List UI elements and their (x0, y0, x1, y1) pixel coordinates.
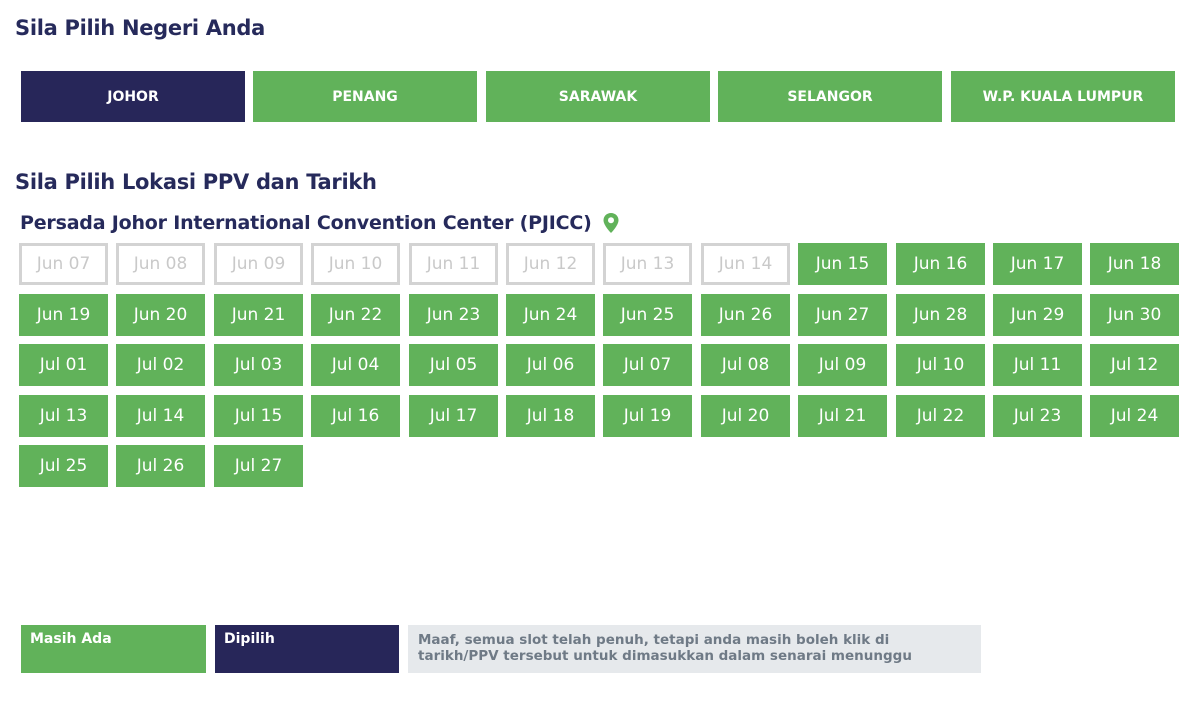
date-button[interactable]: Jul 02 (116, 344, 205, 386)
map-pin-icon[interactable] (602, 212, 620, 234)
state-button-sarawak[interactable]: Sarawak (486, 71, 710, 122)
date-button[interactable]: Jun 15 (798, 243, 887, 285)
date-button[interactable]: Jun 23 (409, 294, 498, 336)
date-grid: Jun 07 Jun 08 Jun 09 Jun 10 Jun 11 Jun 12 Jun … (19, 243, 1179, 493)
legend-full-waitlist: Maaf, semua slot telah penuh, tetapi and… (408, 625, 981, 673)
date-button[interactable]: Jun 28 (896, 294, 985, 336)
date-button[interactable]: Jun 25 (603, 294, 692, 336)
date-button[interactable]: Jul 09 (798, 344, 887, 386)
state-button-kuala-lumpur[interactable]: W.P. Kuala Lumpur (951, 71, 1175, 122)
date-button[interactable]: Jun 17 (993, 243, 1082, 285)
date-button[interactable]: Jul 13 (19, 395, 108, 437)
date-button: Jun 14 (701, 243, 790, 285)
date-button[interactable]: Jul 23 (993, 395, 1082, 437)
date-button[interactable]: Jul 22 (896, 395, 985, 437)
date-button[interactable]: Jun 30 (1090, 294, 1179, 336)
date-button[interactable]: Jul 27 (214, 445, 303, 487)
date-button[interactable]: Jun 19 (19, 294, 108, 336)
date-button[interactable]: Jul 10 (896, 344, 985, 386)
date-button[interactable]: Jun 27 (798, 294, 887, 336)
date-button[interactable]: Jun 24 (506, 294, 595, 336)
date-button[interactable]: Jul 19 (603, 395, 692, 437)
date-button: Jun 11 (409, 243, 498, 285)
date-button: Jun 09 (214, 243, 303, 285)
date-button: Jun 10 (311, 243, 400, 285)
date-button: Jun 07 (19, 243, 108, 285)
date-button[interactable]: Jul 26 (116, 445, 205, 487)
date-button[interactable]: Jun 29 (993, 294, 1082, 336)
date-button[interactable]: Jul 21 (798, 395, 887, 437)
date-button[interactable]: Jul 01 (19, 344, 108, 386)
date-button[interactable]: Jul 25 (19, 445, 108, 487)
date-button[interactable]: Jul 08 (701, 344, 790, 386)
date-button[interactable]: Jun 21 (214, 294, 303, 336)
date-button[interactable]: Jun 16 (896, 243, 985, 285)
date-button[interactable]: Jul 24 (1090, 395, 1179, 437)
state-section-title: Sila Pilih Negeri Anda (15, 16, 266, 40)
date-button[interactable]: Jul 14 (116, 395, 205, 437)
state-button-johor[interactable]: Johor (21, 71, 245, 122)
legend-selected: Dipilih (215, 625, 399, 673)
location-name: Persada Johor International Convention C… (20, 212, 592, 234)
legend-available: Masih Ada (21, 625, 206, 673)
date-button[interactable]: Jun 22 (311, 294, 400, 336)
date-button[interactable]: Jul 05 (409, 344, 498, 386)
date-button: Jun 08 (116, 243, 205, 285)
date-button[interactable]: Jul 07 (603, 344, 692, 386)
state-button-penang[interactable]: Penang (253, 71, 477, 122)
location-title: Persada Johor International Convention C… (20, 212, 620, 234)
date-button[interactable]: Jul 06 (506, 344, 595, 386)
date-button[interactable]: Jun 20 (116, 294, 205, 336)
date-button[interactable]: Jul 11 (993, 344, 1082, 386)
location-date-section-title: Sila Pilih Lokasi PPV dan Tarikh (15, 170, 377, 194)
date-button[interactable]: Jun 26 (701, 294, 790, 336)
date-button[interactable]: Jun 18 (1090, 243, 1179, 285)
date-button[interactable]: Jul 04 (311, 344, 400, 386)
date-button: Jun 12 (506, 243, 595, 285)
date-button[interactable]: Jul 18 (506, 395, 595, 437)
date-button[interactable]: Jul 17 (409, 395, 498, 437)
date-button[interactable]: Jul 03 (214, 344, 303, 386)
date-button: Jun 13 (603, 243, 692, 285)
date-button[interactable]: Jul 12 (1090, 344, 1179, 386)
date-button[interactable]: Jul 16 (311, 395, 400, 437)
state-button-selangor[interactable]: Selangor (718, 71, 942, 122)
date-button[interactable]: Jul 15 (214, 395, 303, 437)
date-button[interactable]: Jul 20 (701, 395, 790, 437)
